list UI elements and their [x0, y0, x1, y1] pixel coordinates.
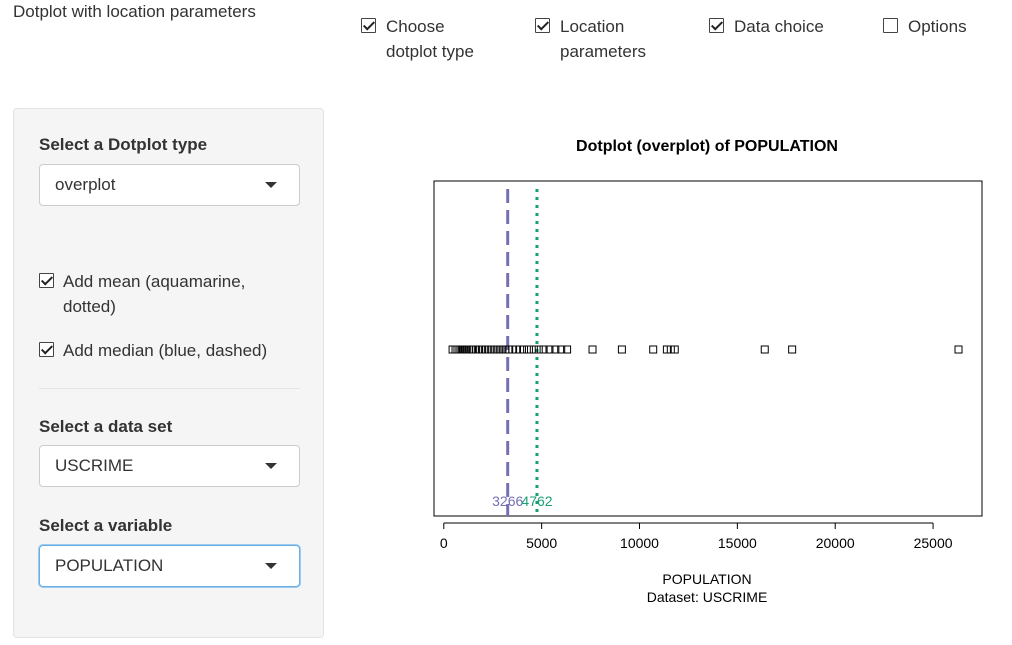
variable-select[interactable]: POPULATION: [39, 545, 300, 587]
options-checkbox[interactable]: Options: [883, 14, 967, 39]
chart-subtitle: Dataset: USCRIME: [647, 589, 768, 605]
chevron-down-icon: [265, 182, 277, 188]
data-point: [588, 345, 597, 354]
checkbox-checked-icon[interactable]: [361, 18, 376, 33]
data-point: [649, 345, 658, 354]
data-point: [760, 345, 769, 354]
chevron-down-icon: [265, 563, 277, 569]
checkbox-checked-icon[interactable]: [535, 18, 550, 33]
options-label: Options: [908, 17, 967, 36]
data-point: [529, 345, 538, 354]
dotplot-type-label: Select a Dotplot type: [39, 135, 208, 154]
location-parameters-checkbox[interactable]: Location parameters: [535, 14, 646, 64]
data-point: [557, 345, 566, 354]
divider: [39, 388, 300, 389]
checkbox-checked-icon[interactable]: [39, 342, 54, 357]
chart-title: Dotplot (overplot) of POPULATION: [576, 138, 838, 155]
choose-dotplot-type-label: Choose dotplot type: [386, 17, 474, 61]
x-tick-label: 10000: [620, 535, 659, 551]
data-point: [617, 345, 626, 354]
dataset-select[interactable]: USCRIME: [39, 445, 300, 487]
location-parameters-label: Location parameters: [560, 17, 646, 61]
data-choice-checkbox[interactable]: Data choice: [709, 14, 824, 39]
checkbox-unchecked-icon[interactable]: [883, 18, 898, 33]
checkbox-checked-icon[interactable]: [709, 18, 724, 33]
x-tick-label: 5000: [526, 535, 557, 551]
data-point: [545, 345, 554, 354]
x-axis-label: POPULATION: [662, 571, 751, 587]
data-point: [551, 345, 560, 354]
x-tick-label: 25000: [914, 535, 953, 551]
data-point: [520, 345, 529, 354]
median-line-group: 3266: [492, 189, 523, 516]
data-point: [788, 345, 797, 354]
app-title: Dotplot with location parameters: [13, 2, 256, 21]
data-point: [524, 345, 533, 354]
add-median-checkbox[interactable]: Add median (blue, dashed): [39, 338, 267, 363]
x-tick-label: 15000: [718, 535, 757, 551]
choose-dotplot-type-checkbox[interactable]: Choose dotplot type: [361, 14, 474, 64]
dataset-label: Select a data set: [39, 417, 173, 436]
data-points: [448, 345, 963, 354]
add-mean-checkbox[interactable]: Add mean (aquamarine, dotted): [39, 269, 245, 319]
mean-value-label: 4762: [521, 493, 552, 509]
x-tick-label: 20000: [816, 535, 855, 551]
data-point: [448, 345, 457, 354]
dotplot-type-select[interactable]: overplot: [39, 164, 300, 206]
variable-label: Select a variable: [39, 516, 173, 535]
checkbox-checked-icon[interactable]: [39, 273, 54, 288]
dotplot-type-value: overplot: [55, 175, 116, 194]
data-choice-label: Data choice: [734, 17, 824, 36]
plot-frame: [433, 180, 983, 517]
chevron-down-icon: [265, 463, 277, 469]
data-point: [954, 345, 963, 354]
mean-line-group: 4762: [521, 189, 553, 516]
data-point: [670, 345, 679, 354]
x-tick-label: 0: [440, 535, 448, 551]
data-point: [534, 345, 543, 354]
variable-value: POPULATION: [55, 556, 164, 575]
median-value-label: 3266: [492, 493, 523, 509]
sidebar-panel: Select a Dotplot type overplot Add mean …: [13, 108, 324, 638]
add-mean-label: Add mean (aquamarine, dotted): [63, 272, 246, 316]
dotplot-chart: Dotplot (overplot) of POPULATION 3266 47…: [433, 138, 983, 605]
dataset-value: USCRIME: [55, 456, 134, 475]
x-axis: 0 5000 10000 15000 20000 25000: [440, 522, 953, 551]
data-point: [539, 345, 548, 354]
add-median-label: Add median (blue, dashed): [63, 341, 268, 360]
data-point: [563, 345, 572, 354]
